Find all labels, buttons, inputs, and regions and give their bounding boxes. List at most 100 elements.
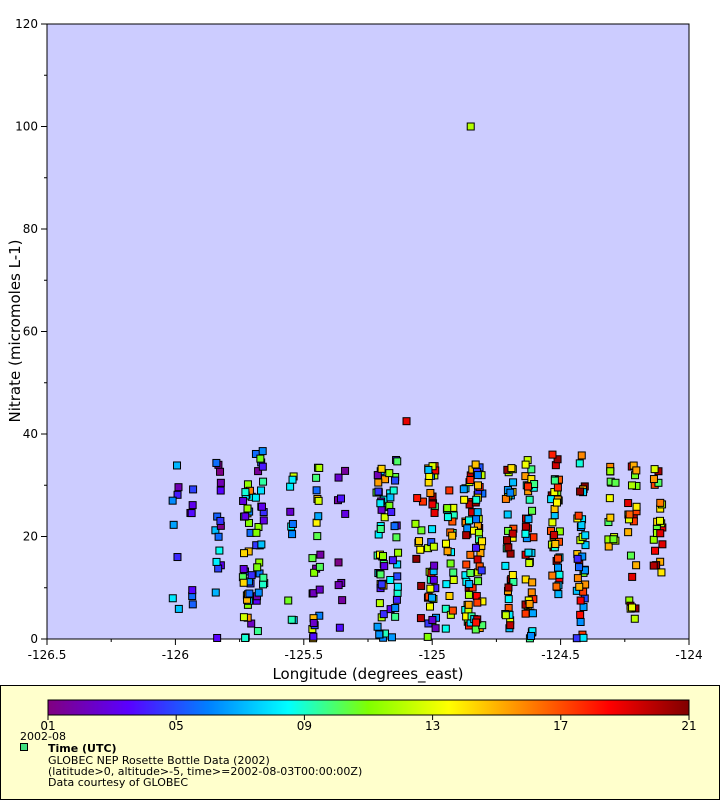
data-point (169, 520, 178, 529)
data-point (577, 451, 586, 460)
data-point (527, 465, 536, 474)
colorbar: 01 05 09 13 17 21 (40, 699, 697, 733)
data-point (259, 573, 268, 582)
data-point (415, 537, 424, 546)
data-point (572, 634, 581, 643)
data-point (471, 625, 480, 634)
data-point (411, 519, 420, 528)
data-point (477, 566, 486, 575)
data-point (472, 515, 481, 524)
data-point (604, 542, 613, 551)
data-point (609, 535, 618, 544)
data-point (314, 496, 323, 505)
data-point (508, 529, 517, 538)
data-point (579, 633, 588, 642)
data-point (627, 481, 636, 490)
data-point (214, 564, 223, 573)
data-point (188, 600, 197, 609)
colorbar-ticks: 01 05 09 13 17 21 (40, 715, 697, 733)
data-point (524, 548, 533, 557)
data-point (334, 558, 343, 567)
data-point (550, 531, 559, 540)
data-point (656, 516, 665, 525)
data-point (417, 581, 426, 590)
data-point (380, 562, 389, 571)
x-tick-label: -126.5 (28, 648, 67, 662)
data-point (576, 487, 585, 496)
data-point (507, 464, 516, 473)
data-point (247, 571, 256, 580)
y-axis-label: Nitrate (micromoles L-1) (6, 239, 24, 422)
data-point (473, 508, 482, 517)
legend-credit: Data courtesy of GLOBEC (48, 776, 189, 789)
data-point (465, 580, 474, 589)
data-point (417, 526, 426, 535)
data-point (310, 568, 319, 577)
x-tick-label: -125 (419, 648, 446, 662)
data-point (501, 494, 510, 503)
x-tick-label: -124 (675, 648, 702, 662)
data-point (212, 557, 221, 566)
data-point (632, 466, 641, 475)
data-point (656, 498, 665, 507)
data-point (239, 578, 248, 587)
data-point (168, 594, 177, 603)
data-point (630, 614, 639, 623)
data-point (632, 502, 641, 511)
data-point (388, 556, 397, 565)
data-point (214, 532, 223, 541)
data-point (428, 615, 437, 624)
x-axis: -126.5 -126 -125.5 -125 -124.5 -124 (28, 639, 703, 662)
data-point (287, 615, 296, 624)
data-point (386, 575, 395, 584)
data-point (392, 595, 401, 604)
data-point (528, 506, 537, 515)
data-point (624, 528, 633, 537)
data-point (284, 596, 293, 605)
data-point (252, 528, 261, 537)
data-point (312, 518, 321, 527)
data-point (174, 483, 183, 492)
data-point (525, 495, 534, 504)
data-point (628, 572, 637, 581)
data-point (550, 476, 559, 485)
data-point (245, 589, 254, 598)
data-point (258, 447, 267, 456)
data-point (188, 501, 197, 510)
data-point (308, 554, 317, 563)
data-point (523, 482, 532, 491)
data-point (624, 499, 633, 508)
data-point (574, 563, 583, 572)
legend-variable: Time (UTC) (48, 742, 117, 755)
data-point (649, 535, 658, 544)
data-point (657, 568, 666, 577)
data-point (376, 524, 385, 533)
data-point (581, 541, 590, 550)
data-point (428, 500, 437, 509)
data-point (413, 494, 422, 503)
data-point (429, 575, 438, 584)
legend-constraints: (latitude>0, altitude>-5, time>=2002-08-… (48, 765, 363, 778)
data-point (443, 513, 452, 522)
data-point (576, 617, 585, 626)
data-point (313, 532, 322, 541)
data-point (521, 529, 530, 538)
data-point (288, 519, 297, 528)
data-point (649, 475, 658, 484)
data-point (315, 463, 324, 472)
data-point (611, 478, 620, 487)
data-point (473, 598, 482, 607)
data-point (474, 577, 483, 586)
data-point (651, 546, 660, 555)
data-point (459, 485, 468, 494)
data-point (552, 498, 561, 507)
data-point (445, 486, 454, 495)
data-point (380, 513, 389, 522)
data-point (504, 543, 513, 552)
data-point (548, 518, 557, 527)
data-point (376, 499, 385, 508)
data-point (504, 583, 513, 592)
data-point (216, 486, 225, 495)
data-point (521, 575, 530, 584)
data-point (189, 485, 198, 494)
